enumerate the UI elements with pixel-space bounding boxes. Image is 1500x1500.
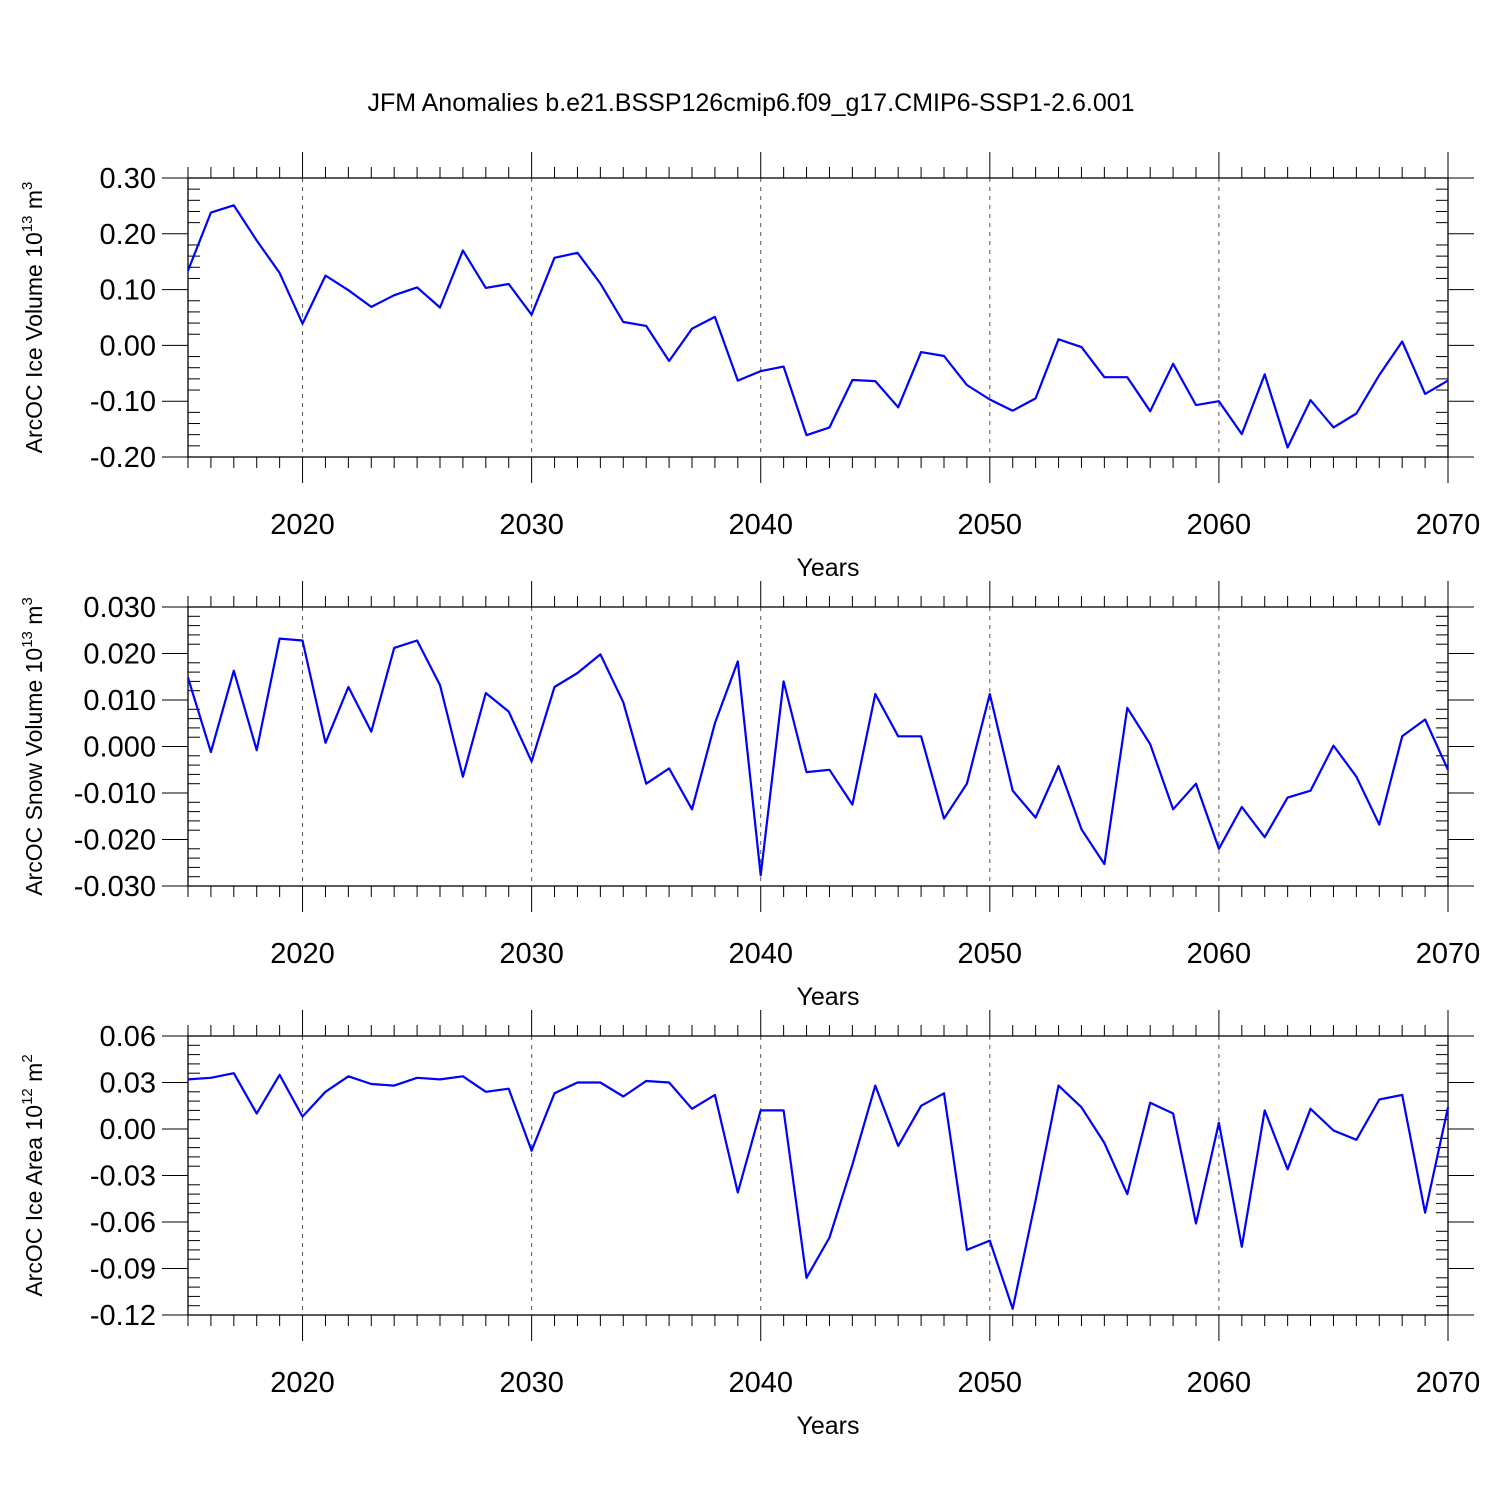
plot-frame xyxy=(187,606,1449,887)
x-tick-label: 2020 xyxy=(270,1367,335,1399)
y-tick-label: 0.30 xyxy=(100,163,156,195)
y-tick-label: 0.00 xyxy=(100,1114,156,1146)
y-tick-label: 0.10 xyxy=(100,275,156,307)
x-tick-label: 2070 xyxy=(1416,1367,1481,1399)
x-tick-label: 2020 xyxy=(270,509,335,541)
x-tick-label: 2030 xyxy=(499,1367,564,1399)
y-axis-title-unit: m xyxy=(21,1063,47,1089)
y-tick-label: 0.03 xyxy=(100,1068,156,1100)
y-tick-label: -0.09 xyxy=(90,1254,156,1286)
y-axis-title-sup2: 3 xyxy=(19,597,36,605)
y-tick-label: -0.20 xyxy=(90,442,156,474)
y-tick-label: -0.010 xyxy=(74,778,156,810)
x-tick-label: 2050 xyxy=(958,1367,1023,1399)
x-tick-label: 2040 xyxy=(728,509,793,541)
y-axis-title-main: ArcOC Ice Area 10 xyxy=(21,1105,47,1297)
y-tick-label: -0.020 xyxy=(74,825,156,857)
x-axis-title: Years xyxy=(796,983,859,1011)
y-tick-label: 0.010 xyxy=(83,685,156,717)
y-tick-label: 0.020 xyxy=(83,639,156,671)
plot-frame xyxy=(187,177,1449,458)
x-axis-title: Years xyxy=(796,554,859,582)
x-tick-label: 2040 xyxy=(728,1367,793,1399)
x-tick-label: 2050 xyxy=(958,509,1023,541)
y-tick-label: 0.000 xyxy=(83,732,156,764)
y-axis-title-main: ArcOC Snow Volume 10 xyxy=(21,648,47,896)
series-line-1 xyxy=(186,204,1449,449)
chart-panel-2: 0.030 0.020 0.010 0.000 -0.010 -0.020 -0.030 20… xyxy=(19,581,1480,1011)
chart-panel-1: 0.30 0.20 0.10 0.00 -0.10 -0.20 2020 2030 2040 20… xyxy=(19,152,1480,582)
y-axis-title: ArcOC Ice Volume 1013 m3 xyxy=(19,182,47,454)
plot-frame xyxy=(187,1035,1449,1316)
x-tick-label: 2070 xyxy=(1416,509,1481,541)
y-tick-label: -0.06 xyxy=(90,1207,156,1239)
y-tick-label: 0.20 xyxy=(100,219,156,251)
x-tick-label: 2050 xyxy=(958,938,1023,970)
y-tick-label: 0.06 xyxy=(100,1021,156,1053)
y-axis-title-sup2: 3 xyxy=(19,182,36,190)
x-axis-title: Years xyxy=(796,1412,859,1440)
y-axis-title: ArcOC Ice Area 1012 m2 xyxy=(19,1054,47,1296)
x-tick-label: 2030 xyxy=(499,509,564,541)
y-tick-label: -0.10 xyxy=(90,386,156,418)
y-axis-title-main: ArcOC Ice Volume 10 xyxy=(21,232,47,453)
y-tick-label: -0.12 xyxy=(90,1300,156,1332)
series-line-1 xyxy=(187,1072,1450,1310)
x-tick-label: 2030 xyxy=(499,938,564,970)
y-axis-title-sup1: 12 xyxy=(19,1088,36,1105)
x-tick-label: 2060 xyxy=(1187,1367,1252,1399)
y-tick-label: 0.00 xyxy=(100,330,156,362)
figure-title: JFM Anomalies b.e21.BSSP126cmip6.f09_g17… xyxy=(367,89,1134,117)
y-tick-label: -0.030 xyxy=(74,871,156,903)
y-axis-title-sup1: 13 xyxy=(19,631,36,648)
chart-panel-3: 0.06 0.03 0.00 -0.03 -0.06 -0.09 -0.12 2020 2030… xyxy=(19,1010,1480,1440)
x-tick-label: 2060 xyxy=(1187,938,1252,970)
y-tick-label: -0.03 xyxy=(90,1161,156,1193)
x-tick-label: 2070 xyxy=(1416,938,1481,970)
x-tick-label: 2040 xyxy=(728,938,793,970)
y-axis-title-unit: m xyxy=(21,606,47,632)
y-axis-title-sup2: 2 xyxy=(19,1054,36,1062)
y-axis-title: ArcOC Snow Volume 1013 m3 xyxy=(19,597,47,896)
x-tick-label: 2020 xyxy=(270,938,335,970)
y-axis-title-sup1: 13 xyxy=(19,216,36,233)
y-tick-label: 0.030 xyxy=(83,592,156,624)
x-tick-label: 2060 xyxy=(1187,509,1252,541)
y-axis-title-unit: m xyxy=(21,190,47,216)
series-line-1 xyxy=(186,637,1450,877)
